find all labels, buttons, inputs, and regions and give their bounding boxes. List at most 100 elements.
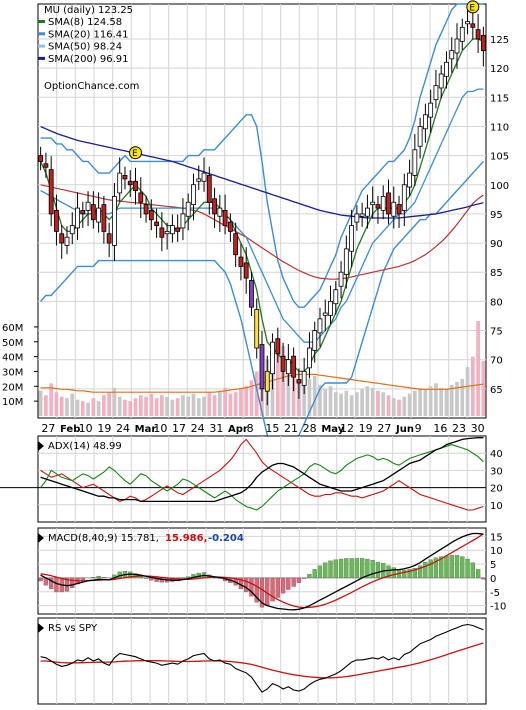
candle-body [412,149,418,176]
candle-body [449,50,455,60]
candle-body [354,213,360,223]
volume-bar [312,375,317,416]
adx-line [40,437,484,503]
macd-histogram-bar [359,558,365,579]
price-axis-tick-label: 120 [490,64,509,75]
price-axis-tick-label: 125 [490,35,509,46]
candle-body [206,175,212,203]
macd-histogram-bar [286,577,291,590]
candle-body [301,370,307,386]
volume-axis-tick-label: 10M [2,397,23,408]
volume-bar [376,390,380,416]
candle-body [285,359,291,375]
macd-label: MACD(8,40,9) 15.781, [48,533,159,544]
macd-axis-tick-label: 15 [490,532,503,543]
volume-bar [133,398,138,416]
volume-bar [217,390,222,416]
macd-histogram-bar [244,577,249,593]
volume-bar [323,389,328,416]
macd-panel-marker [38,533,44,543]
volume-bar [449,384,454,416]
macd-histogram-bar [428,559,433,579]
rs-line [40,623,484,693]
volume-bar [470,356,475,416]
macd-histogram-bar [454,555,460,579]
candle-body [122,175,128,180]
volume-bar [455,381,459,416]
macd-histogram-bar [449,555,454,579]
date-axis-label: 23 [452,422,466,435]
candle-body [359,213,365,217]
volume-axis-tick-label: 60M [2,323,23,334]
volume-axis-tick-label: 20M [2,382,23,393]
volume-bar [175,398,180,416]
candle-body [75,207,80,229]
candle-body [312,330,318,351]
macd-histogram-bar [80,577,85,581]
adx-axis-tick-label: 20 [490,484,503,495]
candle-body [117,172,123,194]
candle-body [280,355,286,372]
volume-bar [476,320,480,416]
candle-body [438,73,444,89]
date-axis-label: Apr [228,424,248,435]
adx-axis-tick-label: 10 [490,501,503,512]
macd-histogram-bar [328,560,333,579]
candle-body [175,227,181,232]
volume-bar [107,392,111,416]
volume-bar [460,378,465,416]
macd-axis-tick-label: 0 [490,574,496,585]
macd-histogram-bar [439,556,444,579]
volume-bar [165,396,169,416]
volume-bar [154,398,159,416]
candle-body [391,201,397,217]
candle-body [296,379,302,384]
candle-body [380,196,386,211]
legend-swatch [38,44,45,48]
macd-line [40,532,484,611]
macd-histogram-bar [386,565,391,579]
volume-bar [59,396,64,416]
candle-body [96,207,102,223]
legend-swatch [38,20,45,23]
macd-histogram-bar [180,577,186,579]
volume-bar [75,399,80,416]
earnings-marker [466,0,480,14]
volume-bar [117,396,122,416]
price-axis-tick-label: 85 [490,268,503,279]
macd-histogram-bar [307,574,312,579]
candle-body [238,256,244,267]
candle-body [127,180,133,186]
price-axis-tick-label: 100 [490,181,509,192]
volume-bar [291,377,296,416]
candle-body [322,312,328,316]
volume-bar [418,387,422,416]
macd-histogram-bar [70,577,75,588]
rs-panel-marker [38,623,44,633]
candle-body [59,233,65,244]
volume-bar [434,383,438,416]
macd-histogram-bar [481,577,486,580]
volume-bar [407,393,412,416]
macd-histogram-bar [433,557,439,579]
volume-axis-tick-label: 40M [2,353,23,364]
legend-swatch [38,32,45,36]
candle-body [428,102,434,118]
earnings-marker [129,146,143,160]
volume-bar [365,386,370,416]
volume-bar [38,390,43,416]
candle-body [54,210,59,232]
macd-axis-tick-label: 10 [490,546,503,557]
volume-bar [181,395,185,416]
macd-axis-tick-label: -10 [490,602,506,613]
volume-axis-tick-label: 50M [2,338,23,349]
macd-histogram-bar [96,575,101,579]
candle-body [407,172,412,188]
date-axis-label: 12 [340,422,354,435]
candle-body [180,213,186,229]
date-axis-label: 15 [265,422,279,435]
date-axis-label: 19 [359,422,373,435]
volume-bar [149,393,154,416]
candle-body [401,184,407,211]
